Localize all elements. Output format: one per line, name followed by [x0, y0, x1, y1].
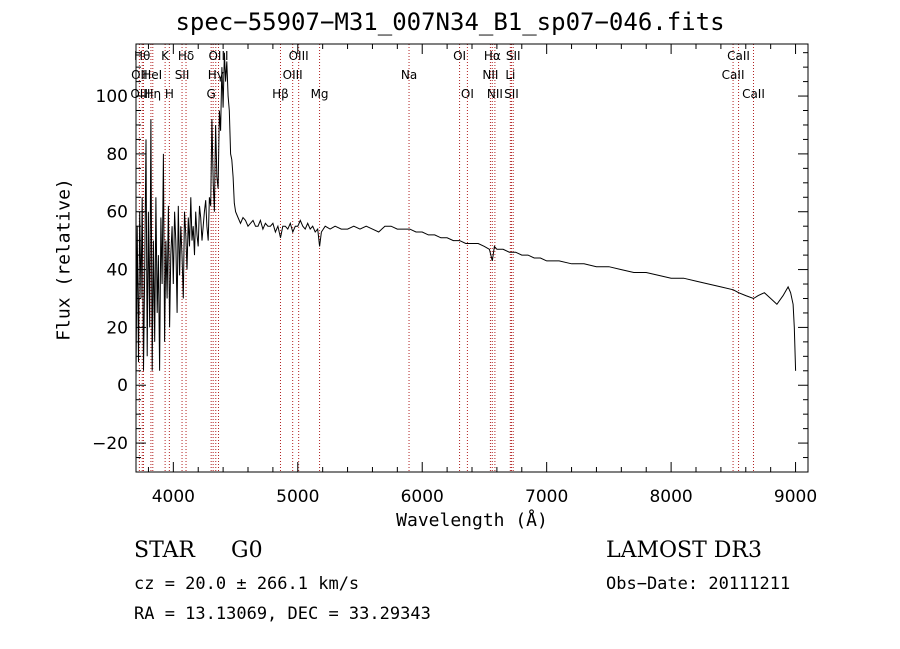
line-marker-label: OI	[453, 49, 466, 63]
line-marker-label: Mg	[311, 87, 329, 101]
y-axis-label: Flux (relative)	[53, 178, 75, 341]
y-tick-label: 20	[106, 318, 128, 338]
y-tick-label: 100	[96, 87, 128, 107]
x-tick-label: 8000	[649, 487, 692, 507]
survey-name: LAMOST DR3	[606, 538, 762, 563]
y-tick-label: 60	[106, 203, 128, 223]
line-marker-label: HeI	[142, 68, 162, 82]
line-marker-label: OII	[131, 68, 148, 82]
spectral-class: STAR G0	[134, 538, 263, 563]
y-tick-label: 40	[106, 261, 128, 281]
line-marker-label: OIII	[289, 49, 309, 63]
line-marker-label: G	[207, 87, 216, 101]
spectrum-line	[135, 52, 797, 380]
line-marker-label: H	[165, 87, 174, 101]
y-axis-ticks: −20 0 20 40 60 80 100	[92, 52, 808, 459]
class-text: STAR	[134, 538, 195, 563]
line-marker-label: SII	[175, 68, 190, 82]
x-tick-label: 9000	[774, 487, 817, 507]
line-marker-label: Na	[401, 68, 417, 82]
line-marker-label: CaII	[722, 68, 745, 82]
x-tick-label: 4000	[152, 487, 195, 507]
y-tick-label: 0	[117, 376, 128, 396]
x-tick-label: 7000	[525, 487, 568, 507]
line-marker-label: OIII	[208, 49, 228, 63]
y-tick-label: 80	[106, 145, 128, 165]
y-tick-label: −20	[92, 434, 128, 454]
obs-date-text: Obs−Date: 20111211	[606, 574, 791, 594]
x-tick-label: 5000	[276, 487, 319, 507]
redshift-text: cz = 20.0 ± 266.1 km/s	[134, 574, 360, 594]
chart-title: spec−55907−M31_007N34_B1_sp07−046.fits	[175, 8, 725, 36]
line-marker-label: CaII	[727, 49, 750, 63]
line-marker-label: Li	[505, 68, 515, 82]
x-tick-label: 6000	[401, 487, 444, 507]
line-marker-group	[138, 44, 754, 472]
line-marker-label: SII	[506, 49, 521, 63]
subclass-text: G0	[231, 538, 263, 563]
line-marker-label: Hη	[144, 87, 161, 101]
line-marker-label: OIII	[283, 68, 303, 82]
line-marker-label: Hδ	[178, 49, 194, 63]
line-marker-label: NII	[482, 68, 498, 82]
line-marker-label: Hα	[484, 49, 501, 63]
x-axis-ticks: 4000 5000 6000 7000 8000 9000	[147, 44, 817, 507]
line-marker-label: OIII	[130, 87, 150, 101]
line-marker-label: OI	[461, 87, 474, 101]
x-axis-label: Wavelength (Å)	[396, 510, 548, 531]
line-marker-label: K	[161, 49, 170, 63]
plot-frame	[135, 43, 809, 473]
radec-text: RA = 13.13069, DEC = 33.29343	[134, 604, 431, 624]
line-marker-label: SII	[504, 87, 519, 101]
line-marker-label: NII	[487, 87, 503, 101]
line-marker-label: Hβ	[272, 87, 289, 101]
line-marker-label: CaII	[742, 87, 765, 101]
line-marker-label: Hγ	[208, 68, 224, 82]
